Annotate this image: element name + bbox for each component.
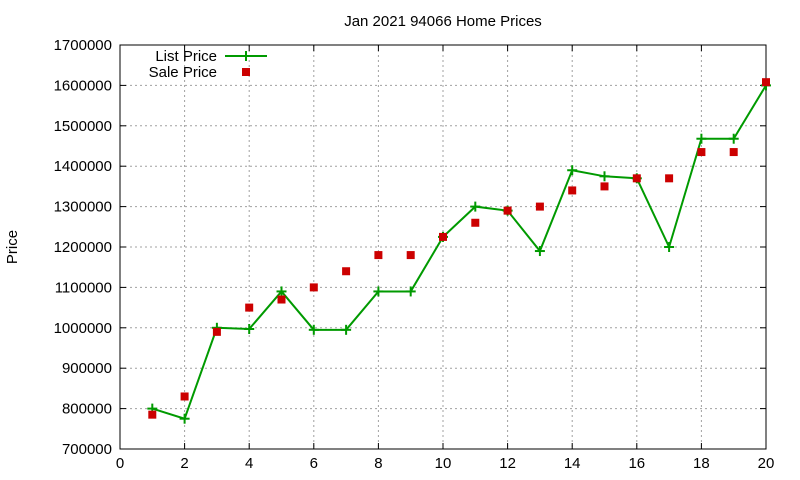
sale-price-point [503, 206, 512, 215]
sale-price-point [471, 218, 480, 227]
legend-label-sale-price: Sale Price [149, 64, 217, 81]
y-tick-label: 700000 [62, 441, 112, 458]
y-tick-label: 1600000 [54, 77, 112, 94]
sale-price-point [309, 283, 318, 292]
sale-price-point [277, 295, 286, 304]
list-price-point [567, 165, 578, 176]
sale-price-point [697, 148, 706, 157]
sale-price-point [665, 174, 674, 183]
y-tick-label: 1700000 [54, 37, 112, 54]
x-tick-label: 16 [628, 455, 645, 472]
sale-price-point [568, 186, 577, 195]
list-price-point [696, 133, 707, 144]
y-tick-label: 1100000 [55, 279, 112, 296]
legend-swatch-list-price [225, 51, 267, 61]
x-tick-label: 20 [758, 455, 775, 472]
chart-title: Jan 2021 94066 Home Prices [344, 13, 542, 30]
legend: List Price Sale Price [149, 48, 267, 81]
sale-price-point [374, 251, 383, 260]
x-tick-label: 4 [245, 455, 253, 472]
x-tick-label: 12 [499, 455, 516, 472]
x-tick-label: 8 [374, 455, 382, 472]
list-price-point [308, 324, 319, 335]
y-tick-label: 1000000 [54, 320, 112, 337]
legend-swatch-sale-price [242, 68, 250, 76]
x-tick-label: 0 [116, 455, 124, 472]
list-price-point [534, 246, 545, 257]
sale-price-point [342, 267, 351, 276]
grid-lines [120, 45, 766, 449]
y-tick-label: 1400000 [54, 158, 112, 175]
sale-price-point [245, 303, 254, 312]
legend-sale-marker [242, 68, 250, 76]
x-tick-label: 18 [693, 455, 710, 472]
legend-list-marker [241, 51, 251, 61]
y-tick-label: 800000 [62, 401, 112, 418]
y-tick-label: 900000 [62, 360, 112, 377]
sale-price-point [406, 251, 415, 260]
y-tick-label: 1500000 [54, 118, 112, 135]
list-price-point [341, 324, 352, 335]
list-price-point [470, 201, 481, 212]
sale-price-point [212, 327, 221, 336]
y-tick-label: 1200000 [54, 239, 112, 256]
list-price-point [276, 286, 287, 297]
list-price-point [405, 286, 416, 297]
list-price-point [244, 324, 255, 335]
list-price-point [373, 286, 384, 297]
sale-price-point [439, 232, 447, 241]
list-price-point [179, 413, 190, 424]
list-price-point [599, 171, 610, 182]
sale-price-point [600, 182, 609, 191]
y-axis-label: Price [4, 230, 21, 264]
legend-label-list-price: List Price [155, 48, 217, 65]
list-price-point [728, 133, 739, 144]
sale-price-point [632, 174, 641, 183]
x-tick-label: 6 [310, 455, 318, 472]
x-tick-label: 14 [564, 455, 581, 472]
list-price-line [152, 84, 767, 420]
y-tick-label: 1300000 [54, 199, 112, 216]
sale-price-point [148, 410, 157, 419]
data-series [147, 78, 771, 424]
list-price-point [664, 242, 675, 252]
axis-ticks: 0 2 4 6 8 10 12 14 16 18 20 700000 800000 900000 10000… [54, 37, 775, 472]
x-tick-label: 2 [180, 455, 188, 472]
x-tick-label: 10 [435, 455, 452, 472]
sale-price-point [762, 78, 770, 87]
sale-price-point [535, 202, 544, 211]
sale-price-point [180, 392, 189, 401]
sale-price-point [729, 148, 738, 157]
